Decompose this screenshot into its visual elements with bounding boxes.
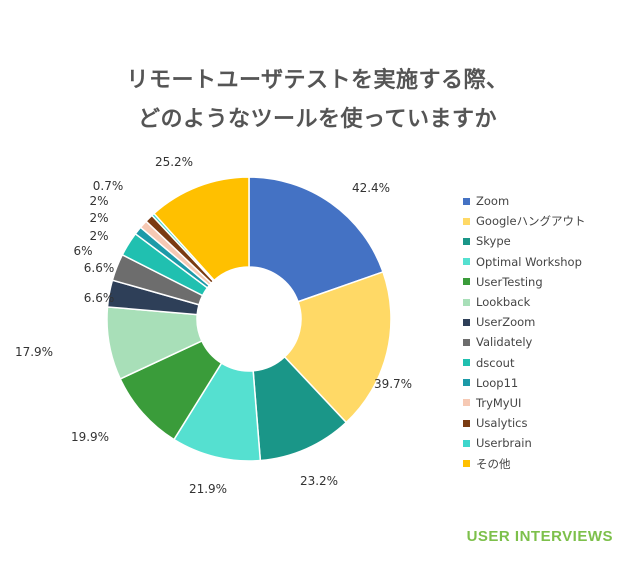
legend-item-userzoom: UserZoom [463,312,586,332]
data-label-skype: 23.2% [300,474,338,488]
legend-swatch [463,318,470,326]
legend-label: UserZoom [476,315,536,330]
data-label-lookback: 17.9% [15,345,53,359]
chart-title-line1: リモートユーザテストを実施する際、 [126,68,509,93]
legend-label: Loop11 [476,375,519,390]
legend-item-trymyui: TryMyUI [463,393,586,413]
legend-label: Validately [476,335,533,350]
slice-zoom [248,176,384,303]
legend-swatch [463,419,470,427]
legend-swatch [463,278,470,286]
data-label-usertesting: 19.9% [71,430,109,444]
legend-item-dscout: dscout [463,353,586,373]
legend-item-lookback: Lookback [463,292,586,312]
legend-item-skype: Skype [463,231,586,251]
legend-item-zoom: Zoom [463,191,586,211]
legend-swatch [463,338,470,346]
legend-swatch [463,258,470,266]
legend-label: Userbrain [476,436,532,451]
data-label-zoom: 42.4% [352,181,390,195]
legend-label: Googleハングアウト [476,214,586,229]
legend-item-validately: Validately [463,332,586,352]
brand-logo: USER INTERVIEWS [466,528,613,545]
legend-swatch [463,379,470,387]
legend-swatch [463,237,470,245]
slice-other [152,176,250,282]
legend-swatch [463,460,470,468]
legend-label: dscout [476,355,515,370]
legend-label: Usalytics [476,416,528,431]
data-label-usalytics: 2% [89,194,108,208]
legend-item-usalytics: Usalytics [463,413,586,433]
data-label-validately: 6.6% [84,261,115,275]
legend-item-optimal-workshop: Optimal Workshop [463,252,586,272]
legend-item-google: Googleハングアウト [463,211,586,231]
legend-label: Zoom [476,194,510,209]
legend-swatch [463,217,470,225]
legend-label: Lookback [476,295,531,310]
data-label-userzoom: 6.6% [84,291,115,305]
chart-title-line2: どのようなツールを使っていますか [138,107,497,132]
legend-item-loop11: Loop11 [463,373,586,393]
data-label-userbrain: 0.7% [93,179,124,193]
legend-label: Skype [476,234,511,249]
chart-legend: Zoom Googleハングアウト Skype Optimal Workshop Use… [463,191,586,474]
data-label-optimal-workshop: 21.9% [189,482,227,496]
legend-label: その他 [476,456,511,471]
data-label-loop11: 2% [89,229,108,243]
data-label-google: 39.7% [374,377,412,391]
legend-item-other: その他 [463,453,586,473]
legend-swatch [463,298,470,306]
legend-swatch [463,439,470,447]
data-label-trymyui: 2% [89,211,108,225]
legend-swatch [463,399,470,407]
legend-label: Optimal Workshop [476,254,582,269]
legend-label: TryMyUI [476,395,522,410]
legend-swatch [463,359,470,367]
legend-item-usertesting: UserTesting [463,272,586,292]
data-label-dscout: 6% [73,244,92,258]
legend-item-userbrain: Userbrain [463,433,586,453]
legend-label: UserTesting [476,274,543,289]
legend-swatch [463,197,470,205]
data-label-other: 25.2% [155,155,193,169]
